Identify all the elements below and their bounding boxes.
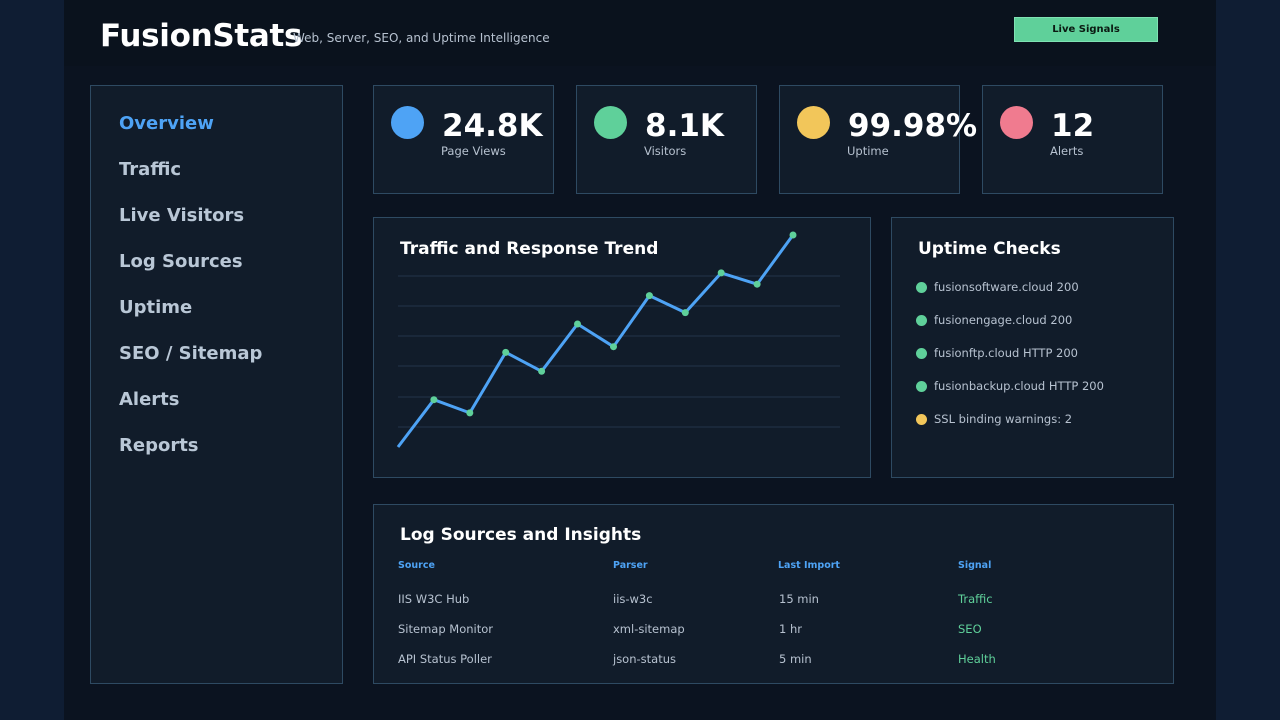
table-cell-source: Sitemap Monitor xyxy=(398,622,493,636)
uptime-check-item: SSL binding warnings: 2 xyxy=(916,412,1072,426)
uptime-check-text: fusionsoftware.cloud 200 xyxy=(934,280,1079,294)
column-header-last-import: Last Import xyxy=(778,560,840,571)
trend-data-point xyxy=(430,396,438,404)
status-dot xyxy=(916,314,927,326)
sidebar-item-seo-sitemap[interactable]: SEO / Sitemap xyxy=(119,343,263,364)
brand-title: FusionStats xyxy=(100,18,303,54)
uptime-check-text: SSL binding warnings: 2 xyxy=(934,412,1073,426)
table-cell-source: API Status Poller xyxy=(398,652,492,666)
table-cell-parser: xml-sitemap xyxy=(613,622,685,636)
status-dot xyxy=(916,281,927,293)
status-dot xyxy=(916,347,927,359)
trend-line-chart xyxy=(396,231,840,448)
stat-card-page-views: 24.8K Page Views xyxy=(373,85,554,194)
table-cell-signal: Health xyxy=(958,652,996,666)
live-signals-button[interactable]: Live Signals xyxy=(1014,17,1158,42)
uptime-check-text: fusionengage.cloud 200 xyxy=(934,313,1073,327)
uptime-title: Uptime Checks xyxy=(918,239,1061,259)
uptime-check-text: fusionftp.cloud HTTP 200 xyxy=(934,346,1078,360)
sidebar-item-alerts[interactable]: Alerts xyxy=(119,389,180,410)
trend-data-point xyxy=(538,367,546,375)
brand-tagline: Web, Server, SEO, and Uptime Intelligenc… xyxy=(293,31,550,45)
table-cell-parser: json-status xyxy=(613,652,676,666)
stat-card-visitors: 8.1K Visitors xyxy=(576,85,757,194)
trend-data-point xyxy=(717,269,725,277)
logs-title: Log Sources and Insights xyxy=(400,525,642,545)
trend-card: Traffic and Response Trend xyxy=(373,217,871,478)
stat-label: Uptime xyxy=(847,144,889,158)
stat-card-alerts: 12 Alerts xyxy=(982,85,1163,194)
stat-value: 12 xyxy=(1051,108,1095,144)
column-header-source: Source xyxy=(398,560,435,571)
trend-data-point xyxy=(645,292,653,300)
trend-data-point xyxy=(610,343,617,351)
trend-data-point xyxy=(574,320,581,328)
trend-data-point xyxy=(681,309,689,317)
stat-indicator-dot xyxy=(391,106,424,139)
trend-data-point xyxy=(753,280,761,288)
stat-indicator-dot xyxy=(594,106,627,139)
table-cell-last-import: 15 min xyxy=(779,592,819,606)
table-cell-source: IIS W3C Hub xyxy=(398,592,470,606)
stat-indicator-dot xyxy=(797,106,830,139)
stat-label: Alerts xyxy=(1050,144,1084,158)
uptime-check-item: fusionbackup.cloud HTTP 200 xyxy=(916,379,1104,393)
sidebar-item-reports[interactable]: Reports xyxy=(119,435,199,456)
column-header-signal: Signal xyxy=(958,560,992,571)
stat-value: 8.1K xyxy=(645,108,724,144)
table-cell-signal: Traffic xyxy=(958,592,993,606)
stat-value: 99.98% xyxy=(848,108,978,144)
sidebar-item-log-sources[interactable]: Log Sources xyxy=(119,251,243,272)
status-dot xyxy=(916,413,927,425)
trend-data-point xyxy=(466,409,474,417)
status-dot xyxy=(916,380,927,392)
stat-indicator-dot xyxy=(1000,106,1033,139)
uptime-check-item: fusionengage.cloud 200 xyxy=(916,313,1072,327)
trend-data-point xyxy=(502,348,510,356)
trend-series-line xyxy=(396,234,795,448)
sidebar: Overview Traffic Live Visitors Log Sourc… xyxy=(90,85,343,684)
trend-data-point xyxy=(789,231,797,239)
table-cell-last-import: 5 min xyxy=(779,652,812,666)
table-cell-last-import: 1 hr xyxy=(779,622,802,636)
uptime-card: Uptime Checks fusionsoftware.cloud 200 f… xyxy=(891,217,1174,478)
stat-card-uptime: 99.98% Uptime xyxy=(779,85,977,194)
column-header-parser: Parser xyxy=(613,560,648,571)
trend-title: Traffic and Response Trend xyxy=(400,239,659,259)
table-cell-signal: SEO xyxy=(958,622,982,636)
sidebar-item-uptime[interactable]: Uptime xyxy=(119,297,193,318)
table-cell-parser: iis-w3c xyxy=(613,592,653,606)
stat-label: Visitors xyxy=(644,144,687,158)
sidebar-item-overview[interactable]: Overview xyxy=(119,113,214,134)
uptime-check-item: fusionftp.cloud HTTP 200 xyxy=(916,346,1078,360)
top-header: FusionStats Web, Server, SEO, and Uptime… xyxy=(64,0,1216,66)
app-frame: FusionStats Web, Server, SEO, and Uptime… xyxy=(64,0,1216,720)
stat-label: Page Views xyxy=(441,144,506,158)
uptime-check-item: fusionsoftware.cloud 200 xyxy=(916,280,1079,294)
sidebar-item-live-visitors[interactable]: Live Visitors xyxy=(119,205,245,226)
sidebar-item-traffic[interactable]: Traffic xyxy=(119,159,182,180)
log-sources-card: Log Sources and Insights Source Parser L… xyxy=(373,504,1174,684)
uptime-check-text: fusionbackup.cloud HTTP 200 xyxy=(934,379,1104,393)
stat-value: 24.8K xyxy=(442,108,543,144)
